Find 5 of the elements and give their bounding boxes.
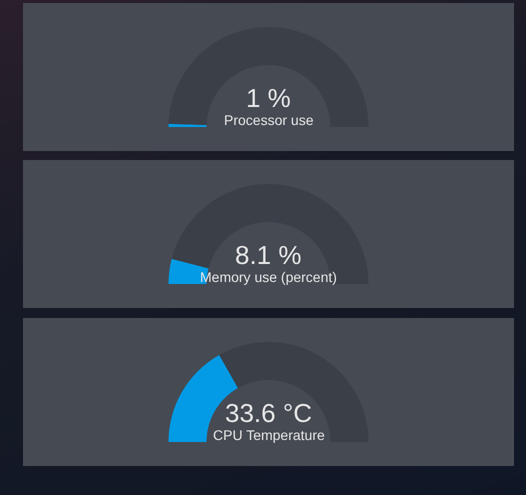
text: CPU Temperature bbox=[213, 427, 325, 443]
text: 33.6 °C bbox=[225, 398, 312, 428]
text: Processor use bbox=[224, 112, 314, 128]
text: 1 % bbox=[246, 83, 291, 113]
text: 8.1 % bbox=[235, 240, 302, 270]
